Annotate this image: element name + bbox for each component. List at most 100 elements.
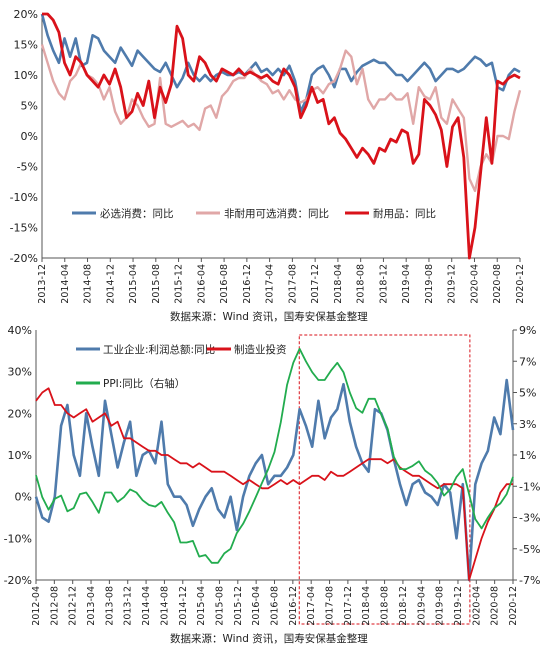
chart2-x-tick-label: 2012-12 (68, 586, 79, 626)
chart1-y-tick-label: -5% (17, 161, 38, 174)
chart2-x-tick-label: 2020-12 (508, 586, 519, 626)
consumption-yoy-chart: -20% -15% -10% -5% 0% 5% 10% 15% 20% 2013-12 2014… (10, 8, 526, 323)
chart1-x-tick-label: 2014-08 (83, 264, 94, 304)
series-line-nondurable (40, 44, 522, 193)
chart1-x-tick-label: 2017-08 (287, 264, 298, 304)
chart2-right-tick-label: -5% (519, 543, 540, 556)
chart2-x-tick-label: 2017-04 (306, 586, 317, 626)
chart2-x-tick-label: 2016-04 (251, 586, 262, 626)
chart1-x-tick-label: 2015-08 (151, 264, 162, 304)
chart1-x-tick-labels: 2013-12 2014-04 2014-08 2014-12 2015-04 2015-… (37, 258, 526, 304)
chart1-x-tick-label: 2013-12 (37, 264, 48, 304)
chart2-left-tick-labels: -20% -10% 0% 10% 20% 30% 40% (4, 324, 32, 587)
chart1-x-tick-label: 2019-08 (424, 264, 435, 304)
chart2-left-tick-label: -10% (4, 532, 32, 545)
chart2-right-tick-label: 1% (519, 449, 536, 462)
chart1-series-lines (40, 12, 522, 260)
chart1-source-note: 数据来源：Wind 资讯，国寿安保基金整理 (170, 310, 368, 323)
series-line-durable (42, 12, 521, 260)
chart1-y-tick-label: 0% (21, 130, 38, 143)
chart2-x-tick-label: 2019-08 (435, 586, 446, 626)
chart2-x-tick-label: 2017-08 (325, 586, 336, 626)
chart2-right-tick-label: 3% (519, 418, 536, 431)
chart1-y-tick-labels: -20% -15% -10% -5% 0% 5% 10% 15% 20% (10, 8, 38, 265)
series-line-invest (35, 387, 513, 581)
chart2-x-tick-label: 2013-04 (86, 586, 97, 626)
legend-label-invest: 制造业投资 (234, 343, 287, 356)
profit-investment-ppi-chart: -20% -10% 0% 10% 20% 30% 40% -7% -5% -3% -1% 1% 3% 5… (4, 324, 541, 645)
legend-label-durable: 耐用品：同比 (373, 207, 436, 220)
series-line-ppi (35, 347, 514, 564)
legend-label-ppi: PPI:同比（右轴） (103, 377, 185, 390)
chart2-x-tick-label: 2020-08 (490, 586, 501, 626)
chart1-x-tick-label: 2020-08 (492, 264, 503, 304)
chart2-x-tick-label: 2015-04 (196, 586, 207, 626)
chart2-left-tick-label: 30% (8, 366, 32, 379)
chart2-x-tick-label: 2014-08 (159, 586, 170, 626)
chart2-x-tick-labels: 2012-04 2012-08 2012-12 2013-04 2013-08 2013-… (31, 580, 519, 626)
highlight-period-box (298, 334, 471, 625)
chart2-x-tick-label: 2017-12 (343, 586, 354, 626)
chart2-series-lines (34, 347, 515, 582)
chart2-source-note: 数据来源：Wind 资讯，国寿安保基金整理 (170, 632, 368, 645)
chart2-x-tick-label: 2012-08 (49, 586, 60, 626)
chart2-x-tick-label: 2013-08 (104, 586, 115, 626)
chart1-x-tick-label: 2017-04 (265, 264, 276, 304)
series-line-necessity (40, 13, 521, 113)
chart2-right-tick-label: -3% (519, 512, 540, 525)
chart1-y-tick-label: -15% (10, 222, 38, 235)
chart1-x-tick-label: 2018-04 (333, 264, 344, 304)
chart2-x-tick-label: 2016-08 (270, 586, 281, 626)
legend-label-nondurable: 非耐用可选消费：同比 (224, 207, 329, 220)
chart2-x-tick-label: 2018-04 (361, 586, 372, 626)
chart2-left-tick-label: 10% (8, 449, 32, 462)
chart2-right-tick-labels: -7% -5% -3% -1% 1% 3% 5% 7% 9% (513, 324, 540, 587)
legend-label-profit: 工业企业:利润总额:同比 (103, 343, 215, 356)
chart2-x-tick-label: 2012-04 (31, 586, 42, 626)
chart2-x-tick-label: 2015-08 (214, 586, 225, 626)
chart1-y-tick-label: -10% (10, 191, 38, 204)
chart2-x-tick-label: 2014-12 (178, 586, 189, 626)
chart2-x-tick-label: 2018-08 (380, 586, 391, 626)
chart1-x-tick-label: 2018-08 (356, 264, 367, 304)
chart2-x-tick-label: 2019-12 (453, 586, 464, 626)
chart2-legend: 工业企业:利润总额:同比 制造业投资 PPI:同比（右轴） (76, 343, 287, 390)
chart1-x-tick-label: 2017-12 (310, 264, 321, 304)
chart2-x-tick-label: 2018-12 (398, 586, 409, 626)
chart1-y-tick-label: 20% (14, 8, 38, 21)
chart2-right-tick-label: 5% (519, 387, 536, 400)
chart1-x-tick-label: 2014-12 (105, 264, 116, 304)
chart1-legend: 必选消费：同比 非耐用可选消费：同比 耐用品：同比 (72, 207, 436, 220)
chart2-x-tick-label: 2014-04 (141, 586, 152, 626)
chart2-left-tick-label: -20% (4, 574, 32, 587)
chart2-right-tick-label: 9% (519, 324, 536, 337)
legend-label-necessity: 必选消费：同比 (100, 207, 174, 220)
chart1-x-tick-label: 2016-08 (219, 264, 230, 304)
chart2-right-tick-label: -7% (519, 574, 540, 587)
chart1-x-tick-label: 2020-04 (469, 264, 480, 304)
chart2-left-tick-label: 40% (8, 324, 32, 337)
series-line-profit (34, 378, 515, 582)
chart1-x-tick-label: 2015-12 (174, 264, 185, 304)
chart1-x-tick-label: 2014-04 (60, 264, 71, 304)
chart1-y-tick-label: 15% (14, 39, 38, 52)
chart2-right-tick-label: -1% (519, 480, 540, 493)
chart2-x-tick-label: 2015-12 (233, 586, 244, 626)
chart1-x-tick-label: 2016-12 (242, 264, 253, 304)
chart1-x-tick-label: 2016-04 (196, 264, 207, 304)
chart1-y-tick-label: 10% (14, 69, 38, 82)
chart2-x-tick-label: 2020-04 (471, 586, 482, 626)
chart2-left-tick-label: 0% (15, 491, 32, 504)
chart1-x-tick-label: 2020-12 (515, 264, 526, 304)
chart1-x-tick-label: 2019-04 (401, 264, 412, 304)
chart2-x-tick-label: 2016-12 (288, 586, 299, 626)
chart2-right-tick-label: 7% (519, 355, 536, 368)
chart1-x-tick-label: 2015-04 (128, 264, 139, 304)
chart1-y-tick-label: -20% (10, 252, 38, 265)
chart1-y-tick-label: 5% (21, 100, 38, 113)
chart2-left-tick-label: 20% (8, 407, 32, 420)
chart2-x-tick-label: 2013-12 (123, 586, 134, 626)
chart1-x-tick-label: 2019-12 (447, 264, 458, 304)
chart1-x-tick-label: 2018-12 (378, 264, 389, 304)
